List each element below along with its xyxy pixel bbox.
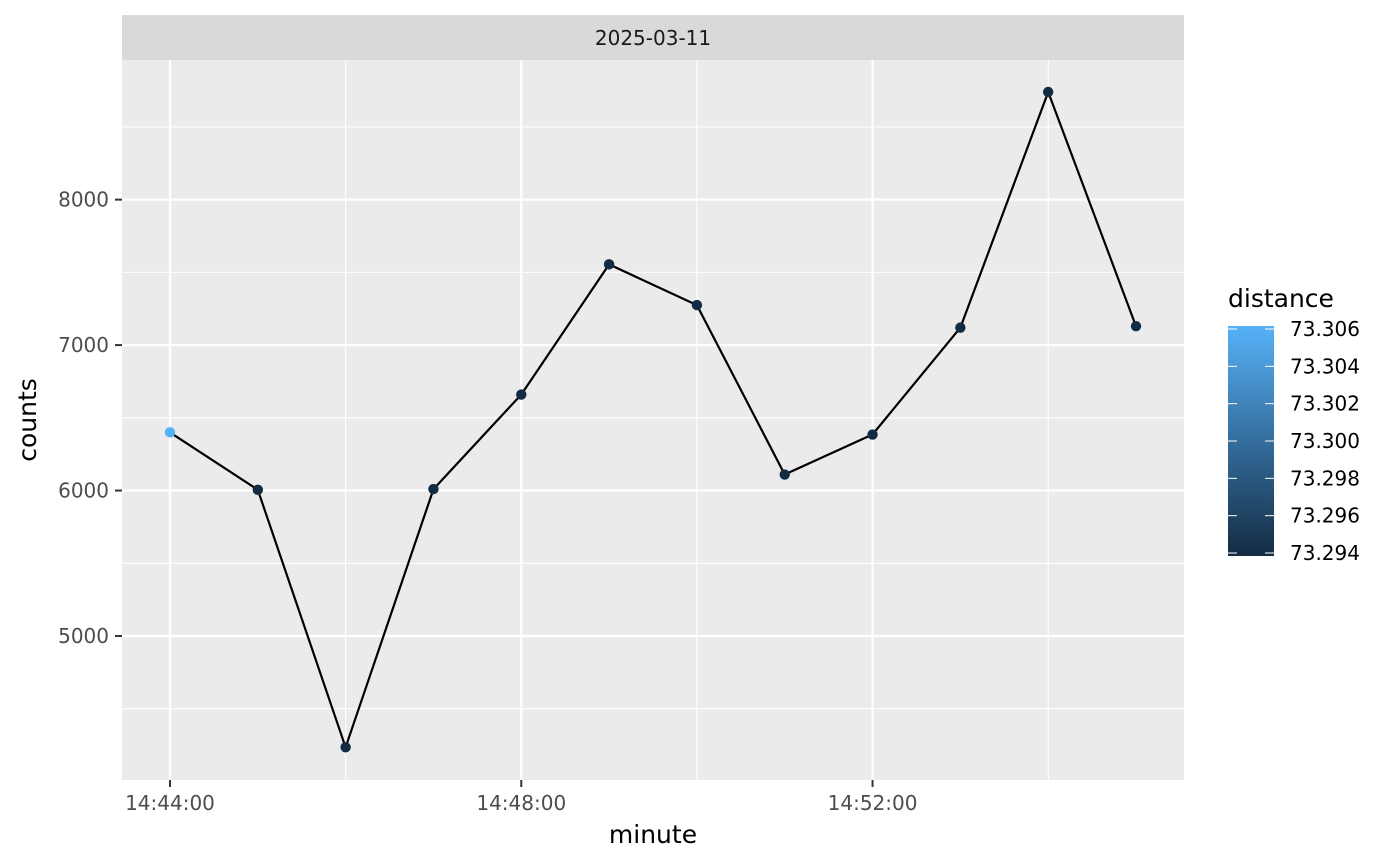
y-axis: 5000 6000 7000 8000: [58, 188, 122, 648]
x-tick-label: 14:44:00: [125, 791, 215, 815]
points-layer: [164, 86, 1142, 753]
x-tick-label: 14:48:00: [476, 791, 566, 815]
legend-label: 73.296: [1290, 504, 1360, 528]
legend: distance 73.30673.30473.30273.30073.2987…: [1228, 284, 1360, 565]
y-tick-label: 6000: [58, 479, 109, 503]
data-point: [428, 483, 439, 495]
data-point: [340, 742, 351, 753]
series-line: [169, 90, 1138, 749]
legend-label: 73.306: [1290, 317, 1360, 341]
x-axis-title: minute: [609, 820, 697, 849]
y-tick-label: 5000: [58, 624, 109, 648]
y-tick-label: 7000: [58, 333, 109, 357]
data-point: [1130, 320, 1142, 332]
facet-strip-label: 2025-03-11: [595, 26, 711, 50]
data-point: [252, 484, 264, 496]
x-tick-label: 14:52:00: [828, 791, 918, 815]
data-point: [603, 259, 615, 270]
legend-title: distance: [1228, 284, 1334, 313]
data-point: [867, 429, 878, 440]
y-tick-label: 8000: [58, 188, 109, 212]
legend-ticks: 73.306 73.304 73.302 73.300 73.298 73.296 73.2…: [1228, 317, 1360, 565]
data-point: [1042, 86, 1054, 98]
data-point: [516, 389, 527, 400]
legend-label: 73.304: [1290, 354, 1360, 378]
plot-panel: [122, 60, 1184, 780]
y-axis-title: counts: [13, 378, 42, 462]
data-point: [955, 322, 966, 333]
facet-strip: [122, 15, 1184, 60]
data-point: [691, 299, 703, 311]
legend-label: 73.302: [1290, 392, 1360, 416]
legend-label: 73.298: [1290, 466, 1360, 490]
series-layer: [169, 90, 1138, 749]
data-point: [779, 469, 790, 480]
x-axis: 14:44:00 14:48:00 14:52:00: [125, 780, 917, 815]
legend-label: 73.294: [1290, 541, 1360, 565]
data-point: [164, 427, 176, 438]
legend-label: 73.300: [1290, 429, 1360, 453]
grid-minor: [122, 60, 1184, 780]
